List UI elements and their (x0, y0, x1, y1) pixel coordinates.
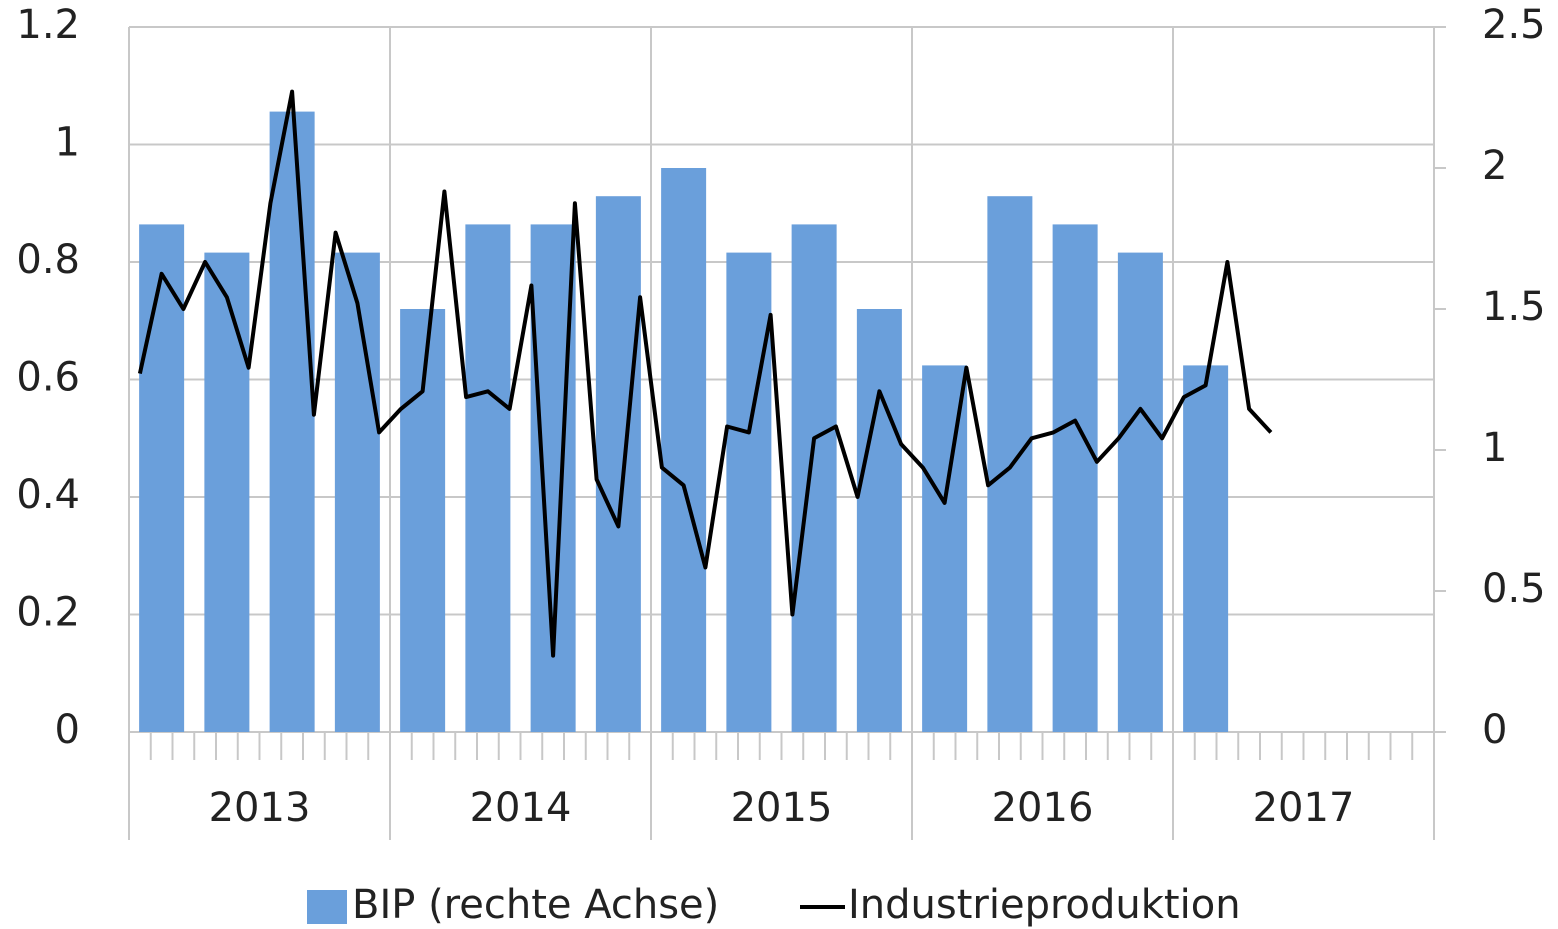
x-tick-label: 2014 (470, 785, 572, 831)
bar (987, 196, 1033, 732)
bar (791, 224, 837, 732)
bar (465, 224, 511, 732)
y2-tick-label: 1.5 (1482, 284, 1546, 330)
legend-label: BIP (rechte Achse) (352, 882, 719, 928)
legend-label: Industrieproduktion (848, 882, 1241, 928)
bar (661, 168, 707, 732)
bar (334, 252, 380, 732)
y-tick-label: 1 (55, 120, 80, 166)
x-tick-label: 2013 (209, 785, 311, 831)
x-tick-label: 2017 (1253, 785, 1355, 831)
line (137, 89, 1273, 658)
x-tick-label: 2016 (992, 785, 1094, 831)
bar (139, 224, 185, 732)
bar (204, 252, 250, 732)
y-tick-label: 1.2 (16, 2, 80, 48)
y-tick-label: 0.2 (16, 590, 80, 636)
y2-tick-label: 1 (1482, 425, 1507, 471)
bar (922, 365, 968, 732)
bar (269, 111, 315, 733)
y-tick-label: 0 (55, 707, 80, 753)
bar (400, 309, 446, 732)
y-tick-label: 0.8 (16, 237, 80, 283)
bar (726, 252, 772, 732)
y2-tick-label: 0.5 (1482, 566, 1546, 612)
y-tick-label: 0.4 (16, 472, 80, 518)
x-tick-label: 2015 (731, 785, 833, 831)
legend-swatch (307, 890, 347, 924)
bar (1183, 365, 1229, 732)
bar (856, 309, 902, 732)
y-tick-label: 0.6 (16, 355, 80, 401)
y2-tick-label: 0 (1482, 707, 1507, 753)
y2-tick-label: 2.5 (1482, 2, 1546, 48)
bar (1052, 224, 1098, 732)
y2-tick-label: 2 (1482, 143, 1507, 189)
bar (1117, 252, 1163, 732)
bar (595, 196, 641, 732)
